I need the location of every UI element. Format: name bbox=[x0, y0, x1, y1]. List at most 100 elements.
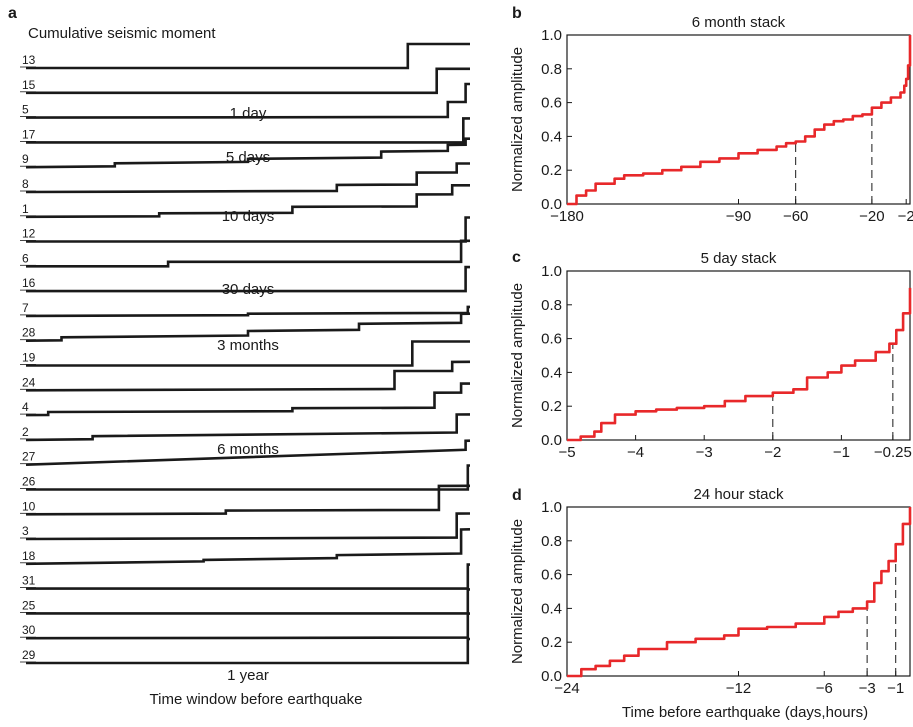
x-tick-label: −6 bbox=[816, 680, 833, 697]
trace-line-18 bbox=[25, 528, 471, 566]
plot-ylabel-d: Normalized amplitude bbox=[509, 519, 526, 664]
y-tick-label: 0.4 bbox=[541, 364, 562, 381]
trace-line-7 bbox=[25, 305, 470, 318]
window-label: 10 days bbox=[222, 208, 275, 225]
x-tick-label: −5 bbox=[558, 444, 575, 461]
amplitude-line-b bbox=[567, 35, 912, 206]
trace-label: 5 bbox=[22, 103, 29, 117]
window-label: 30 days bbox=[222, 281, 275, 298]
x-tick-label: −2 bbox=[764, 444, 781, 461]
x-tick-label: −1 bbox=[833, 444, 850, 461]
y-tick-label: 0.4 bbox=[541, 600, 562, 617]
x-tick-label: −3 bbox=[859, 680, 876, 697]
trace-label: 30 bbox=[22, 623, 36, 637]
y-tick-label: 1.0 bbox=[541, 27, 562, 44]
amplitude-line-d bbox=[567, 507, 912, 678]
trace-line-19 bbox=[26, 340, 470, 367]
trace-label: 7 bbox=[22, 301, 29, 315]
trace-line-26 bbox=[26, 464, 470, 491]
trace-line-3 bbox=[25, 512, 471, 541]
x-tick-label: −12 bbox=[726, 680, 751, 697]
trace-label: 4 bbox=[22, 400, 29, 414]
panel-a-traces: 13 15 5 17 9 8 1 12 6 16 7 28 19 24 4 2 27 26 10 3 18 31 25 30 2… bbox=[20, 42, 471, 665]
x-tick-label: −60 bbox=[783, 208, 808, 225]
trace-line-13 bbox=[26, 42, 470, 70]
trace-line-12 bbox=[26, 216, 470, 243]
panel-a-title: Cumulative seismic moment bbox=[28, 25, 216, 42]
trace-label: 26 bbox=[22, 475, 36, 489]
plot-ylabel-c: Normalized amplitude bbox=[509, 283, 526, 428]
panel-a-letter: a bbox=[8, 5, 17, 22]
y-tick-label: 0.2 bbox=[541, 398, 562, 415]
x-tick-label: −4 bbox=[627, 444, 644, 461]
trace-line-17 bbox=[26, 117, 470, 144]
y-tick-label: 0.8 bbox=[541, 297, 562, 314]
window-label: 1 day bbox=[230, 105, 267, 122]
stack-plots: 6 month stack Normalized amplitude 0.0 0.2 0… bbox=[509, 14, 913, 697]
trace-line-15 bbox=[26, 67, 470, 95]
window-label: 5 days bbox=[226, 149, 270, 166]
trace-line-6 bbox=[26, 239, 470, 268]
trace-label: 29 bbox=[22, 648, 36, 662]
x-tick-label: −180 bbox=[550, 208, 584, 225]
plot-frame-d bbox=[566, 506, 911, 677]
x-tick-label: −20 bbox=[859, 208, 884, 225]
plot-ylabel-b: Normalized amplitude bbox=[509, 47, 526, 192]
trace-line-8 bbox=[25, 162, 470, 194]
trace-label: 18 bbox=[22, 549, 36, 563]
y-tick-label: 0.6 bbox=[541, 567, 562, 584]
trace-line-5 bbox=[25, 82, 470, 119]
plot-title-b: 6 month stack bbox=[692, 14, 786, 31]
trace-line-31 bbox=[26, 563, 470, 590]
trace-label: 10 bbox=[22, 499, 36, 513]
trace-label: 1 bbox=[22, 202, 29, 216]
trace-line-1 bbox=[25, 184, 470, 219]
trace-label: 6 bbox=[22, 251, 29, 265]
trace-label: 9 bbox=[22, 152, 29, 166]
trace-label: 3 bbox=[22, 524, 29, 538]
panel-a-window-labels: 1 day 5 days 10 days 30 days 3 months 6 month… bbox=[217, 105, 279, 684]
y-tick-label: 0.6 bbox=[541, 95, 562, 112]
trace-line-27 bbox=[25, 439, 471, 466]
y-tick-label: 1.0 bbox=[541, 499, 562, 516]
x-tick-label: −3 bbox=[696, 444, 713, 461]
amplitude-line-c bbox=[567, 287, 912, 442]
y-tick-label: 0.2 bbox=[541, 162, 562, 179]
panel-c-letter: c bbox=[512, 249, 521, 266]
trace-label: 25 bbox=[22, 598, 36, 612]
trace-line-2 bbox=[25, 413, 471, 442]
trace-label: 13 bbox=[22, 53, 36, 67]
trace-label: 17 bbox=[22, 127, 36, 141]
trace-label: 16 bbox=[22, 276, 36, 290]
y-tick-label: 0.2 bbox=[541, 634, 562, 651]
y-tick-label: 0.0 bbox=[541, 432, 562, 449]
plot-title-d: 24 hour stack bbox=[693, 486, 784, 503]
x-tick-label: −2 bbox=[898, 208, 913, 225]
trace-line-30 bbox=[25, 612, 470, 640]
trace-label: 24 bbox=[22, 375, 36, 389]
trace-line-16 bbox=[26, 265, 470, 293]
window-label: 1 year bbox=[227, 667, 269, 684]
trace-label: 28 bbox=[22, 326, 36, 340]
trace-line-28 bbox=[25, 312, 471, 342]
trace-line-25 bbox=[26, 588, 470, 615]
trace-line-10 bbox=[25, 484, 471, 516]
trace-label: 15 bbox=[22, 78, 36, 92]
trace-line-4 bbox=[25, 382, 470, 417]
trace-line-29 bbox=[26, 637, 470, 665]
trace-line-24 bbox=[25, 360, 471, 392]
trace-label: 2 bbox=[22, 425, 29, 439]
y-tick-label: 0.8 bbox=[541, 61, 562, 78]
shared-xlabel: Time before earthquake (days,hours) bbox=[622, 704, 868, 721]
plot-title-c: 5 day stack bbox=[701, 250, 777, 267]
y-tick-label: 0.0 bbox=[541, 196, 562, 213]
panel-d-letter: d bbox=[512, 487, 522, 504]
x-tick-label: −0.25 bbox=[874, 444, 912, 461]
trace-label: 12 bbox=[22, 227, 36, 241]
plot-frame-c bbox=[566, 270, 911, 441]
x-tick-label: −90 bbox=[726, 208, 751, 225]
x-tick-label: −1 bbox=[887, 680, 904, 697]
trace-label: 27 bbox=[22, 450, 36, 464]
x-tick-label: −24 bbox=[554, 680, 579, 697]
